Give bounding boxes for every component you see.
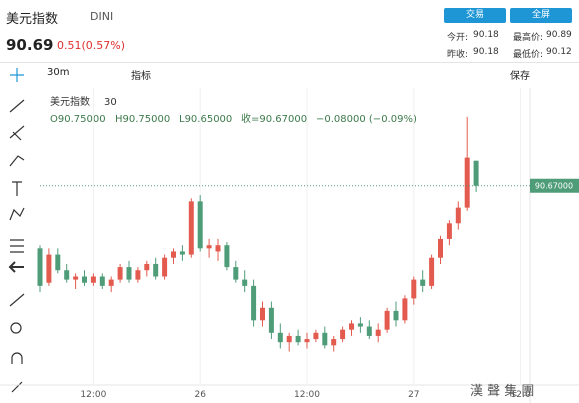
candle-body [268, 307, 274, 333]
candle-body [117, 267, 123, 280]
candle-body [233, 267, 239, 280]
candle-body [55, 254, 61, 271]
candle-body [411, 279, 417, 299]
last-price-tag [530, 178, 579, 193]
candle-body [108, 279, 114, 286]
candle-body [90, 276, 96, 283]
legend-low: L90.65000 [179, 114, 232, 125]
candle-body [393, 310, 399, 321]
plot-area [40, 88, 530, 385]
candle-body [215, 245, 221, 252]
candle-body [429, 257, 435, 286]
candle-body [37, 248, 43, 286]
x-tick-label: 12:00 [294, 390, 320, 400]
candle-body [82, 276, 87, 283]
candle-body [295, 335, 301, 343]
candle-body [313, 332, 319, 340]
change: 0.51(0.57%) [57, 39, 126, 52]
stat-value: 90.18 [473, 30, 499, 40]
candle-body [375, 329, 381, 336]
indicators[interactable]: 指标 [131, 71, 151, 82]
stat-label: 最低价: [513, 50, 544, 60]
x-tick-label: 12:00 [80, 390, 106, 400]
symbol: 美元指数 [6, 12, 59, 27]
candle-body [357, 323, 363, 327]
candle-body [402, 298, 408, 321]
save[interactable]: 保存 [510, 71, 530, 82]
candle-body [144, 263, 150, 271]
candle-body [153, 263, 159, 277]
candle-body [286, 335, 292, 343]
legend-close: 收=90.67000 [241, 112, 307, 125]
stat-value: 90.18 [473, 47, 499, 57]
legend-name: 美元指数 [50, 95, 90, 108]
candle-body [64, 270, 70, 280]
x-tick-label: 26 [194, 390, 206, 400]
candle-body [251, 285, 257, 321]
candle-body [171, 251, 176, 258]
interval[interactable]: 30m [47, 67, 70, 78]
trade-button[interactable]: 交易 [444, 8, 506, 23]
candle-body [162, 257, 168, 277]
candle-body [73, 276, 79, 280]
candle-body [340, 329, 346, 340]
candle-body [135, 270, 141, 280]
price: 90.69 [6, 36, 54, 54]
legend-high: H90.75000 [115, 114, 170, 125]
stat-label: 今开: [447, 33, 469, 43]
candle-body [366, 326, 372, 336]
left-toolbar[interactable] [0, 62, 40, 403]
stat-value: 90.89 [546, 30, 572, 40]
candle-body [188, 201, 194, 255]
candle-body [197, 201, 203, 249]
candle-body [260, 307, 265, 321]
candle-body [473, 160, 479, 186]
x-tick-label: 12:0 [510, 390, 530, 400]
watermark: 漢 聲 集 團 [470, 384, 535, 399]
divider [0, 62, 579, 63]
candle-body [384, 310, 390, 330]
candle-body [99, 276, 105, 286]
candle-body [331, 339, 337, 346]
candle-body [349, 323, 354, 330]
candle-body [446, 223, 452, 239]
candle-body [455, 207, 461, 224]
candle-body [126, 267, 132, 280]
legend-open: O90.75000 [50, 114, 106, 125]
last-price-label: 90.67000 [535, 182, 573, 191]
candle-body [46, 254, 52, 283]
candle-body [206, 245, 212, 249]
stat-label: 最高价: [513, 33, 544, 43]
legend-change: −0.08000 (−0.09%) [316, 114, 417, 125]
candle-body [179, 251, 185, 255]
candle-body [224, 245, 230, 268]
candle-body [322, 332, 328, 346]
candle-body [277, 332, 283, 343]
candle-body [464, 157, 470, 208]
stat-label: 昨收: [447, 50, 469, 60]
code: DINI [90, 10, 114, 23]
legend-interval: 30 [104, 97, 117, 108]
candle-body [420, 279, 426, 286]
candle-body [438, 238, 443, 258]
x-tick-label: 27 [408, 390, 419, 400]
candle-body [242, 279, 248, 286]
fullscreen-button[interactable]: 全屏 [510, 8, 572, 23]
stat-value: 90.12 [546, 47, 572, 57]
candle-body [304, 339, 310, 343]
